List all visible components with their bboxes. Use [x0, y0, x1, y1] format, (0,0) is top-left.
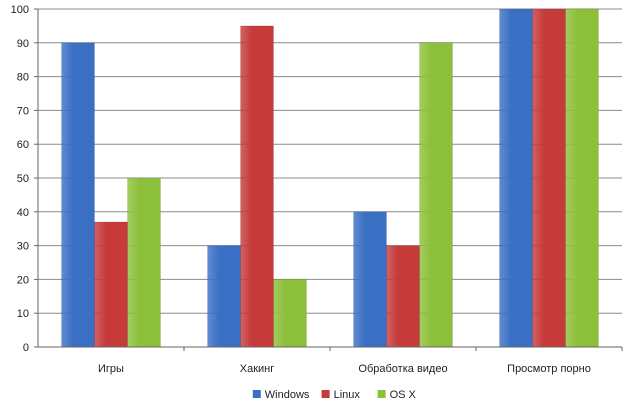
bar-windows — [61, 42, 95, 348]
bar-windows — [499, 8, 533, 348]
x-tick-label: Игры — [98, 363, 124, 375]
bar-linux — [94, 221, 128, 348]
y-tick-label: 10 — [17, 308, 29, 320]
legend-swatch — [377, 390, 386, 398]
bar-windows — [353, 211, 387, 348]
bar-os-x — [565, 8, 599, 348]
legend-swatch — [252, 390, 261, 398]
x-tick-label: Хакинг — [240, 363, 275, 375]
bar-linux — [386, 245, 420, 348]
bar-os-x — [419, 42, 453, 348]
y-tick-label: 100 — [11, 4, 29, 16]
y-tick-label: 70 — [17, 105, 29, 117]
y-tick-label: 40 — [17, 207, 29, 219]
bars — [61, 8, 599, 348]
y-tick-label: 90 — [17, 38, 29, 50]
bar-os-x — [127, 177, 161, 348]
y-tick-label: 60 — [17, 139, 29, 151]
legend-item-windows: Windows — [252, 389, 310, 401]
legend-label: OS X — [390, 389, 417, 401]
bar-os-x — [273, 279, 307, 348]
y-axis: 0 10 20 30 40 50 60 70 80 90 100 — [11, 4, 39, 354]
legend-label: Windows — [265, 389, 310, 401]
x-axis: Игры Хакинг Обработка видео Просмотр порно — [38, 346, 623, 375]
legend-swatch — [321, 390, 330, 398]
bar-linux — [240, 25, 274, 348]
x-tick-label: Обработка видео — [358, 363, 447, 375]
legend: Windows Linux OS X — [252, 389, 417, 401]
y-tick-label: 50 — [17, 173, 29, 185]
legend-item-linux: Linux — [321, 389, 361, 401]
y-tick-label: 20 — [17, 274, 29, 286]
bar-windows — [207, 245, 241, 348]
y-tick-label: 0 — [23, 342, 29, 354]
legend-label: Linux — [334, 389, 361, 401]
y-tick-label: 30 — [17, 241, 29, 253]
x-tick-label: Просмотр порно — [507, 363, 591, 375]
bar-linux — [532, 8, 566, 348]
y-tick-label: 80 — [17, 72, 29, 84]
legend-item-os-x: OS X — [377, 389, 417, 401]
